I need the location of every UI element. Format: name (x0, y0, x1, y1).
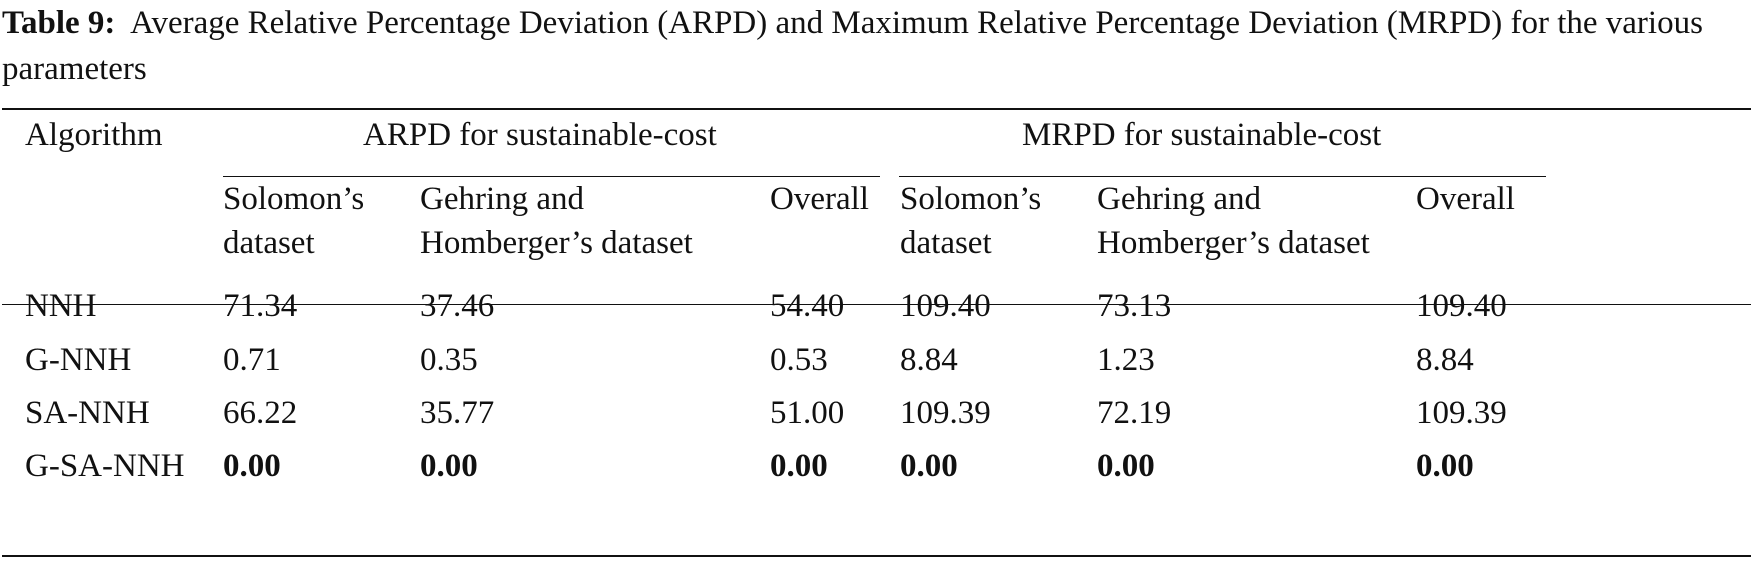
header-arpd-solomon-line1: Solomon’s (223, 181, 365, 217)
header-arpd-solomon-line2: dataset (223, 225, 315, 261)
row-1-mrpd-overall: 109.40 (1416, 288, 1507, 324)
header-algorithm: Algorithm (25, 117, 163, 153)
header-mrpd-overall: Overall (1416, 181, 1515, 217)
row-4-algorithm: G-SA-NNH (25, 448, 185, 484)
header-rule (2, 304, 1751, 305)
mrpd-group-rule (899, 176, 1546, 177)
row-2-mrpd-overall: 8.84 (1416, 342, 1474, 378)
header-mrpd-gehring-line2: Homberger’s dataset (1097, 225, 1370, 261)
row-4-arpd-solomon: 0.00 (223, 448, 281, 484)
caption-text: Average Relative Percentage Deviation (A… (2, 5, 1703, 87)
row-1-arpd-solomon: 71.34 (223, 288, 298, 324)
row-3-mrpd-gehring: 72.19 (1097, 395, 1172, 431)
row-1-arpd-overall: 54.40 (770, 288, 845, 324)
row-3-arpd-solomon: 66.22 (223, 395, 298, 431)
arpd-group-rule (223, 176, 880, 177)
header-arpd-gehring-line2: Homberger’s dataset (420, 225, 693, 261)
row-3-mrpd-overall: 109.39 (1416, 395, 1507, 431)
header-mrpd-group: MRPD for sustainable-cost (1022, 117, 1382, 153)
row-2-mrpd-gehring: 1.23 (1097, 342, 1155, 378)
row-4-mrpd-solomon: 0.00 (900, 448, 958, 484)
row-2-arpd-gehring: 0.35 (420, 342, 478, 378)
header-arpd-group: ARPD for sustainable-cost (363, 117, 717, 153)
top-rule (2, 108, 1751, 110)
row-3-algorithm: SA-NNH (25, 395, 150, 431)
row-1-mrpd-solomon: 109.40 (900, 288, 991, 324)
row-3-mrpd-solomon: 109.39 (900, 395, 991, 431)
row-3-arpd-gehring: 35.77 (420, 395, 495, 431)
row-1-algorithm: NNH (25, 288, 97, 324)
header-mrpd-solomon-line1: Solomon’s (900, 181, 1042, 217)
row-2-arpd-solomon: 0.71 (223, 342, 281, 378)
row-1-arpd-gehring: 37.46 (420, 288, 495, 324)
header-mrpd-gehring-line1: Gehring and (1097, 181, 1262, 217)
row-2-algorithm: G-NNH (25, 342, 132, 378)
header-arpd-gehring-line1: Gehring and (420, 181, 585, 217)
table-caption: Table 9: Average Relative Percentage Dev… (2, 0, 1747, 92)
row-4-mrpd-overall: 0.00 (1416, 448, 1474, 484)
bottom-rule (2, 555, 1751, 557)
row-2-arpd-overall: 0.53 (770, 342, 828, 378)
row-4-arpd-overall: 0.00 (770, 448, 828, 484)
row-1-mrpd-gehring: 73.13 (1097, 288, 1172, 324)
row-2-mrpd-solomon: 8.84 (900, 342, 958, 378)
header-arpd-overall: Overall (770, 181, 869, 217)
row-4-arpd-gehring: 0.00 (420, 448, 478, 484)
row-4-mrpd-gehring: 0.00 (1097, 448, 1155, 484)
row-3-arpd-overall: 51.00 (770, 395, 845, 431)
header-mrpd-solomon-line2: dataset (900, 225, 992, 261)
caption-label: Table 9: (2, 5, 116, 41)
